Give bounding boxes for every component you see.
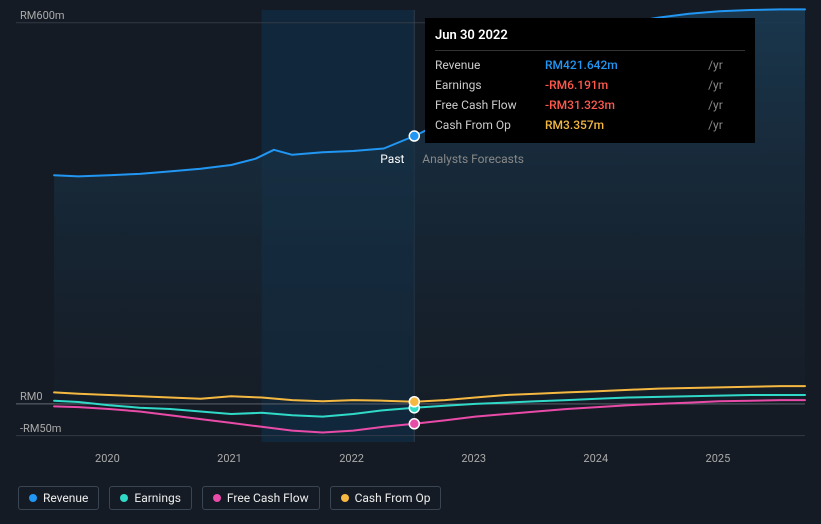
legend-label: Cash From Op (355, 491, 431, 505)
tooltip-value: -RM6.191m (545, 75, 704, 95)
legend-item-fcf[interactable]: Free Cash Flow (202, 486, 320, 510)
tooltip-value: -RM31.323m (545, 95, 704, 115)
tooltip-unit: /yr (704, 75, 745, 95)
legend-label: Free Cash Flow (227, 491, 309, 505)
tooltip-row: Earnings-RM6.191m/yr (435, 75, 745, 95)
y-axis-label: -RM50m (20, 422, 61, 435)
x-axis-label: 2024 (583, 452, 608, 465)
legend-dot-icon (213, 494, 221, 502)
y-axis-label: RM0 (20, 390, 43, 403)
legend-label: Revenue (43, 491, 88, 505)
x-axis-label: 2021 (217, 452, 242, 465)
legend-dot-icon (29, 494, 37, 502)
tooltip-key: Revenue (435, 55, 545, 75)
legend-label: Earnings (134, 491, 181, 505)
tooltip-value: RM421.642m (545, 55, 704, 75)
tooltip-key: Free Cash Flow (435, 95, 545, 115)
tooltip-unit: /yr (704, 55, 745, 75)
tooltip-key: Earnings (435, 75, 545, 95)
x-axis-label: 2023 (461, 452, 486, 465)
legend-item-cfo[interactable]: Cash From Op (330, 486, 442, 510)
financials-chart: RM600m RM0 -RM50m 2020 2021 2022 2023 2024 2025… (0, 0, 821, 524)
legend-dot-icon (120, 494, 128, 502)
legend-item-revenue[interactable]: Revenue (18, 486, 99, 510)
x-axis-label: 2022 (339, 452, 364, 465)
legend-dot-icon (341, 494, 349, 502)
tooltip-row: RevenueRM421.642m/yr (435, 55, 745, 75)
x-axis-label: 2020 (95, 452, 120, 465)
tooltip-key: Cash From Op (435, 115, 545, 135)
legend-item-earnings[interactable]: Earnings (109, 486, 192, 510)
forecast-label: Analysts Forecasts (422, 152, 524, 166)
tooltip-unit: /yr (704, 115, 745, 135)
tooltip-unit: /yr (704, 95, 745, 115)
tooltip-row: Cash From OpRM3.357m/yr (435, 115, 745, 135)
past-label: Past (380, 152, 404, 166)
chart-tooltip: Jun 30 2022 RevenueRM421.642m/yrEarnings… (425, 18, 755, 143)
x-axis-label: 2025 (706, 452, 731, 465)
tooltip-row: Free Cash Flow-RM31.323m/yr (435, 95, 745, 115)
tooltip-date: Jun 30 2022 (435, 26, 745, 51)
tooltip-value: RM3.357m (545, 115, 704, 135)
y-axis-label: RM600m (20, 9, 65, 22)
chart-legend: Revenue Earnings Free Cash Flow Cash From O… (18, 486, 441, 510)
